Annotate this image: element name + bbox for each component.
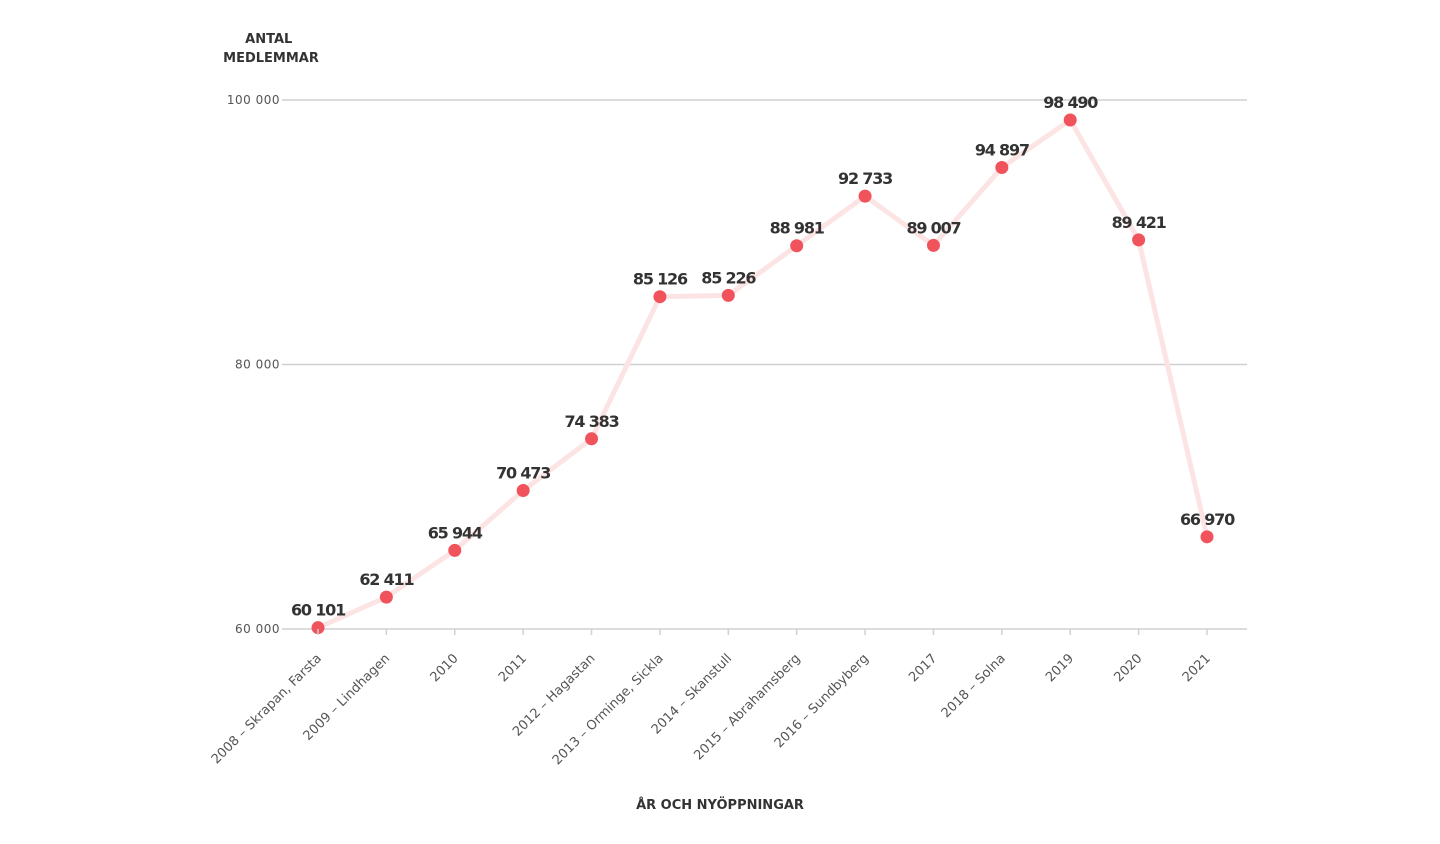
data-point <box>1063 113 1077 127</box>
data-label: 94 897 <box>975 140 1029 159</box>
data-point <box>311 621 325 635</box>
data-label: 74 383 <box>565 412 619 431</box>
x-tick-label: 2017 <box>906 651 940 685</box>
data-point <box>448 543 462 557</box>
y-tick-label: 60 000 <box>235 622 280 636</box>
y-axis: 60 000 80 000 100 000 <box>227 93 280 636</box>
data-point <box>926 238 940 252</box>
data-label: 60 101 <box>291 601 346 620</box>
data-labels: 60 101 62 411 65 944 70 473 74 383 85 126 85 2… <box>291 93 1236 620</box>
x-tick-label: 2011 <box>496 651 530 685</box>
x-tick-label: 2010 <box>428 651 462 685</box>
data-label: 98 490 <box>1043 93 1098 112</box>
x-tick-label: 2008 – Skrapan, Farsta <box>209 651 325 767</box>
x-tick-label: 2020 <box>1111 651 1145 685</box>
data-label: 66 970 <box>1180 510 1235 529</box>
data-label: 62 411 <box>359 570 414 589</box>
y-axis-title: ANTAL MEDLEMMAR <box>223 32 319 66</box>
data-label: 89 007 <box>906 218 960 237</box>
y-tick-label: 80 000 <box>235 358 280 372</box>
x-tick-label: 2013 – Orminge, Sickla <box>550 651 667 768</box>
data-points <box>311 113 1214 635</box>
data-label: 70 473 <box>496 463 550 482</box>
data-label: 88 981 <box>770 219 825 238</box>
data-point <box>379 590 393 604</box>
data-point <box>585 432 599 446</box>
series-line <box>315 117 1210 631</box>
x-tick-label: 2018 – Solna <box>939 651 1009 721</box>
data-point <box>790 239 804 253</box>
x-axis-title: ÅR OCH NYÖPPNINGAR <box>636 797 804 813</box>
data-label: 89 421 <box>1112 213 1167 232</box>
series-line-layer <box>315 117 1210 631</box>
data-label: 85 126 <box>633 270 688 289</box>
data-point <box>653 290 667 304</box>
y-axis-title-line-1: ANTAL <box>245 32 292 47</box>
data-label: 85 226 <box>701 268 756 287</box>
data-point <box>1200 530 1214 544</box>
data-point <box>995 160 1009 174</box>
grid-layer <box>282 99 1247 630</box>
data-point <box>516 483 530 497</box>
data-point <box>721 288 735 302</box>
data-point <box>1132 233 1146 247</box>
x-tick-label: 2021 <box>1180 651 1214 685</box>
y-axis-title-line-2: MEDLEMMAR <box>223 51 319 66</box>
y-tick-label: 100 000 <box>227 93 280 107</box>
data-label: 65 944 <box>428 523 483 542</box>
data-label: 92 733 <box>838 169 892 188</box>
data-point <box>858 189 872 203</box>
x-tick-label: 2019 <box>1043 651 1077 685</box>
